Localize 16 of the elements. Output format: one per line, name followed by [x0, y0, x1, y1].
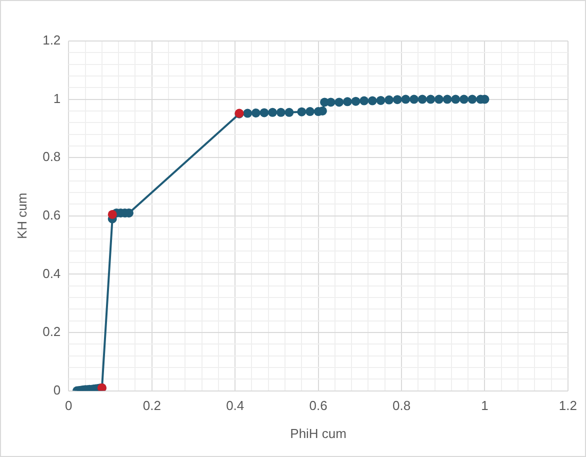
x-tick-label: 0.6 [309, 398, 328, 414]
y-tick-label: 0.2 [42, 324, 61, 340]
x-tick-label: 0.8 [392, 398, 411, 414]
y-tick-label: 0.6 [42, 207, 61, 222]
y-tick-label: 1.2 [42, 32, 61, 48]
y-tick-label: 0.4 [42, 266, 61, 281]
y-axis-title: KH cum [14, 192, 30, 240]
y-tick-label: 0.8 [42, 149, 61, 164]
y-tick-label: 1 [53, 90, 61, 106]
x-tick-label: 0.4 [226, 398, 244, 414]
y-tick-label: 0 [53, 382, 61, 398]
x-axis-title: PhiH cum [290, 426, 346, 441]
x-tick-label: 1.2 [558, 398, 578, 414]
x-tick-label: 1 [481, 398, 488, 414]
x-tick-label: 0 [65, 398, 72, 414]
x-tick-label: 0.2 [142, 398, 161, 414]
